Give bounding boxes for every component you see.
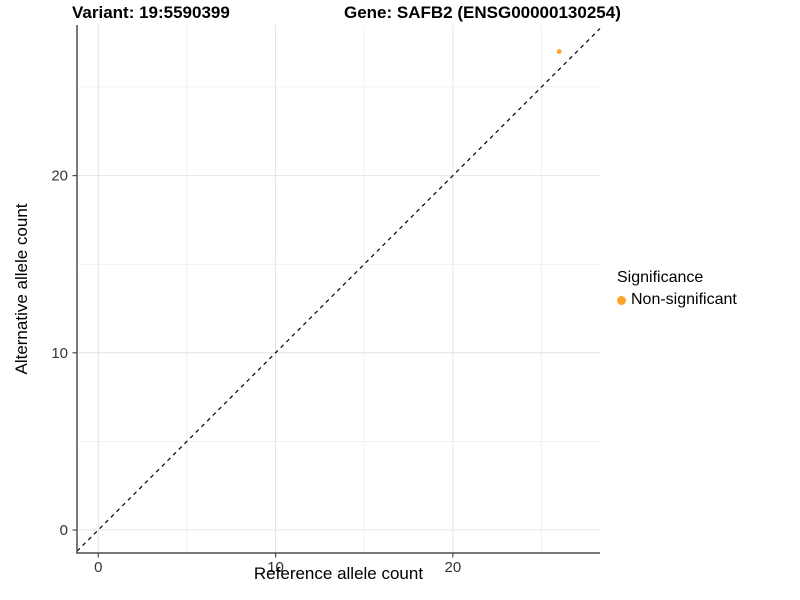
x-axis-title: Reference allele count xyxy=(253,564,424,583)
identity-dashed-line xyxy=(76,28,601,552)
legend-item-label: Non-significant xyxy=(631,291,737,308)
y-tick-label: 10 xyxy=(51,345,68,362)
x-tick-label: 0 xyxy=(94,559,102,576)
x-tick-label: 20 xyxy=(445,559,462,576)
x-tick-label: 10 xyxy=(267,559,284,576)
legend-item: Non-significant xyxy=(617,291,737,309)
title-gene: Gene: SAFB2 (ENSG00000130254) xyxy=(344,3,621,22)
y-tick-label: 0 xyxy=(60,522,68,539)
legend-title: Significance xyxy=(617,269,704,286)
identity-line xyxy=(76,28,601,552)
title-variant: Variant: 19:5590399 xyxy=(72,3,230,22)
scatter-point xyxy=(556,49,562,54)
axis-tick-labels: 0 10 20 0 10 20 xyxy=(51,168,461,576)
legend: Significance Non-significant xyxy=(617,269,737,309)
y-axis-title: Alternative allele count xyxy=(12,203,31,375)
y-tick-label: 20 xyxy=(51,168,68,185)
gridlines-minor xyxy=(77,25,600,553)
gridlines-major xyxy=(77,25,600,553)
axis-lines xyxy=(76,25,600,554)
legend-point-icon xyxy=(617,295,626,305)
data-points xyxy=(556,49,562,54)
axis-tick-marks xyxy=(72,175,454,558)
